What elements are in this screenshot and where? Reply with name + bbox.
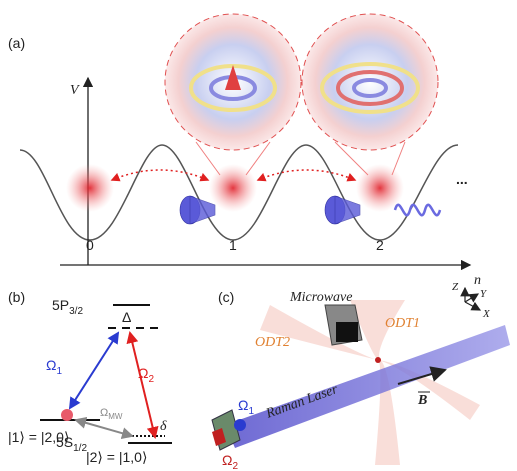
delta-label: δ [160,419,167,434]
coordinate-axes [465,288,480,310]
x-axis-label: n [474,273,481,288]
panel-label: (a) [8,35,25,51]
panel-label: (b) [8,289,25,305]
axis-label: Y [480,288,488,300]
level-label: 5P3/2 [52,297,83,317]
panel-b: (b) 5P3/2 Δ Ω1 Ω2 ΩMW δ |1⟩ = |2,0⟩ 5S1/… [8,289,172,465]
odt-label: ODT1 [385,316,420,331]
site-label: 1 [229,237,237,253]
atom [375,357,381,363]
label-base: Ω [46,357,56,373]
tunneling-arrow [112,170,208,180]
coupling-label: Ω1 [46,357,62,377]
label-sub: 1 [56,366,62,377]
coupling-label: ΩMW [100,407,123,421]
beam-source [234,419,246,431]
site-label: 2 [376,237,384,253]
label-base: Ω [100,407,108,419]
label-sub: 1 [248,406,254,417]
label-sub: MW [108,412,123,421]
level-label: 5S1/2 [56,434,87,454]
odt-label: ODT2 [255,335,290,350]
panel-c: (c) B Microwave ODT1 ODT2 Raman Laser Ω1… [212,281,510,471]
atom-cloud [209,164,257,212]
figure: (a) V n 0 1 2 ... (b) 5P3/2 Δ Ω1 Ω2 ΩMW … [0,0,517,471]
atom [61,409,73,421]
state-label: |2⟩ = |1,0⟩ [86,449,147,465]
ellipsis: ... [456,171,468,187]
y-axis-label: V [70,83,80,98]
label-base: Ω [138,365,148,381]
panel-a: (a) V n 0 1 2 ... [8,14,481,288]
atom-cloud [66,164,114,212]
coupling-label: Ω2 [138,365,154,385]
site-label: 0 [86,237,94,253]
transition-arrow [70,333,118,408]
zoom-line [392,142,405,175]
label-base: 5P [52,297,69,313]
transition-arrow [76,420,132,436]
label-base: 5S [56,434,73,450]
coupling-label: Ω1 [238,397,254,417]
axis-label: Z [452,281,459,293]
tunneling-arrow [258,170,355,180]
coupling-label: Ω2 [222,452,238,471]
detuning-label: Δ [122,309,131,325]
label-sub: 2 [148,374,154,385]
label-sub: 3/2 [69,306,83,317]
field-label: B [417,393,427,408]
vortex-beam [180,196,360,224]
panel-label: (c) [218,289,234,305]
transition-arrow [130,333,155,437]
label-base: Ω [222,452,232,468]
helical-beam [395,205,440,215]
axis-label: X [482,308,491,320]
horn-aperture [336,322,358,342]
label-base: Ω [238,397,248,413]
label-sub: 2 [232,461,238,471]
microwave-label: Microwave [289,290,352,305]
